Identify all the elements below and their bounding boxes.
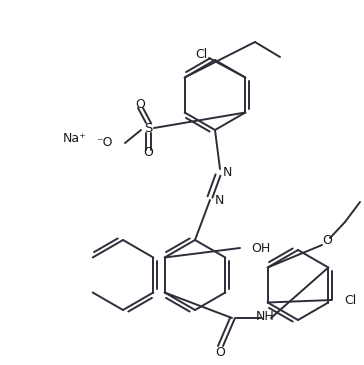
Text: Cl: Cl — [195, 49, 207, 61]
Text: S: S — [144, 122, 152, 134]
Text: Na⁺: Na⁺ — [63, 131, 87, 145]
Text: N: N — [215, 193, 224, 207]
Text: Cl: Cl — [344, 293, 356, 307]
Text: O: O — [215, 346, 225, 358]
Text: O: O — [143, 146, 153, 160]
Text: NH: NH — [256, 310, 274, 323]
Text: N: N — [223, 165, 232, 178]
Text: OH: OH — [251, 242, 270, 254]
Text: O: O — [135, 99, 145, 111]
Text: O: O — [322, 234, 332, 246]
Text: ⁻O: ⁻O — [96, 137, 113, 150]
